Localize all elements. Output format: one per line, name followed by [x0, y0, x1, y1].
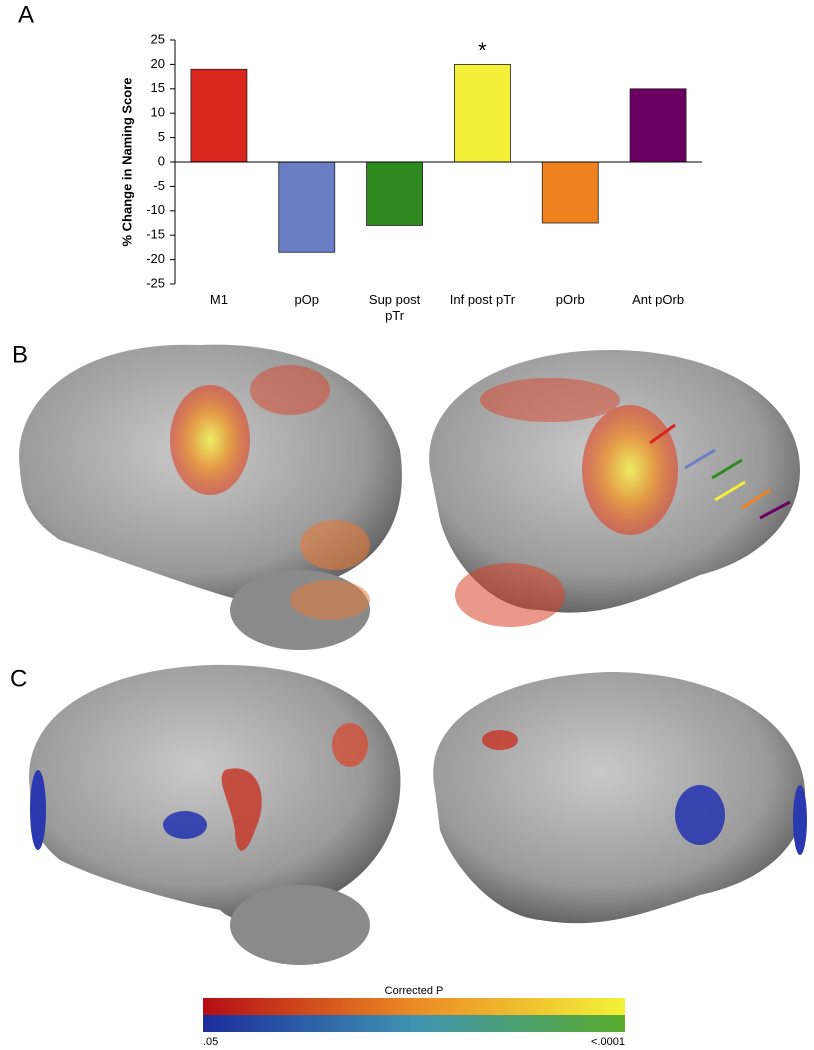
colorbar-max: <.0001: [591, 1036, 625, 1048]
bar: [541, 161, 599, 224]
y-tick-label: 15: [151, 80, 165, 95]
brain-b-right: [429, 350, 800, 627]
y-tick-label: -15: [146, 227, 165, 242]
bar: [454, 64, 511, 163]
y-tick-label: -10: [146, 202, 165, 217]
y-tick-label: 10: [151, 105, 165, 120]
y-tick-label: -5: [153, 178, 165, 193]
annotation: *: [478, 38, 487, 63]
brain-c-right: [433, 672, 807, 924]
colorbar-title: Corrected P: [385, 985, 444, 997]
y-tick-label: 0: [158, 153, 165, 168]
y-tick-label: 25: [151, 31, 165, 46]
x-tick-label: Sup post pTr: [368, 292, 421, 323]
x-tick-label: pOp: [294, 292, 320, 307]
y-tick-label: -20: [146, 251, 165, 266]
bar: [190, 68, 248, 163]
x-tick-label: M1: [209, 292, 228, 307]
x-tick-label: pOrb: [555, 292, 585, 307]
panel-label: C: [10, 665, 27, 692]
x-tick-label: Inf post pTr: [449, 292, 516, 307]
colorbar-min: .05: [203, 1036, 218, 1048]
brain-c-left: [29, 664, 401, 965]
y-axis-label: % Change in Naming Score: [119, 77, 134, 246]
bar: [366, 161, 423, 226]
panel-label: A: [18, 1, 34, 28]
colorbar-cool: [203, 1015, 625, 1032]
y-tick-label: 20: [151, 56, 165, 71]
y-tick-label: -25: [146, 275, 165, 290]
y-tick-label: 5: [158, 129, 165, 144]
bar: [278, 161, 336, 253]
brain-b-left: [19, 344, 402, 650]
colorbar-hot: [203, 998, 625, 1015]
x-tick-label: Ant pOrb: [632, 292, 685, 307]
panel-label: B: [12, 341, 28, 368]
bar: [629, 88, 687, 163]
